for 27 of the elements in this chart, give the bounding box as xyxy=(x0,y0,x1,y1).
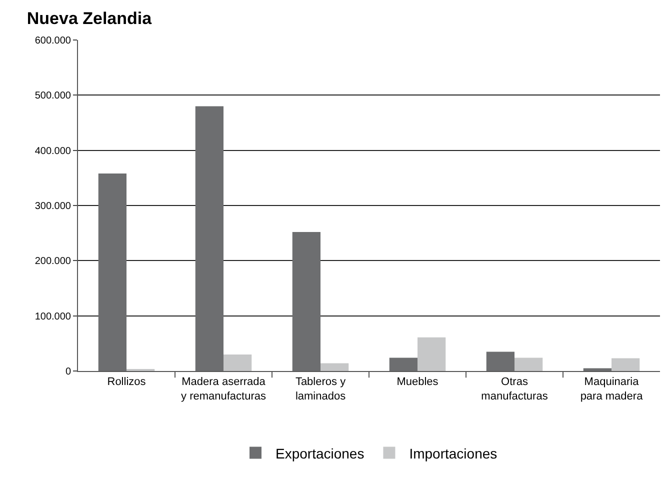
legend-label: Importaciones xyxy=(409,445,498,462)
bar xyxy=(224,354,252,371)
x-tick-label: Madera aserrada y remanufacturas xyxy=(181,376,266,402)
bar xyxy=(292,232,320,371)
y-tick-label: 200.000 xyxy=(34,256,72,268)
y-tick-label: 600.000 xyxy=(34,36,72,46)
x-tick-label: Rollizos xyxy=(107,376,146,388)
y-tick-label: 300.000 xyxy=(34,201,72,212)
bar xyxy=(583,368,612,371)
x-tick-label: Muebles xyxy=(396,376,439,388)
x-tick-label: Otras manufacturas xyxy=(481,376,548,402)
y-tick-label: 500.000 xyxy=(34,90,72,102)
bar xyxy=(195,106,224,371)
bar xyxy=(418,337,446,371)
bar xyxy=(486,352,514,371)
chart-title: Nueva Zelandia xyxy=(26,8,152,28)
bar xyxy=(320,363,349,371)
bar xyxy=(514,358,543,371)
bar xyxy=(389,358,418,371)
y-tick-label: 0 xyxy=(65,366,72,378)
x-tick-label: Tableros y laminados xyxy=(295,376,346,402)
x-tick-label: Maquinaria para madera xyxy=(580,376,644,402)
bar xyxy=(98,174,126,371)
bar xyxy=(612,358,640,371)
y-tick-label: 400.000 xyxy=(34,146,72,157)
legend-label: Exportaciones xyxy=(276,445,364,462)
y-tick-label: 100.000 xyxy=(34,311,72,322)
